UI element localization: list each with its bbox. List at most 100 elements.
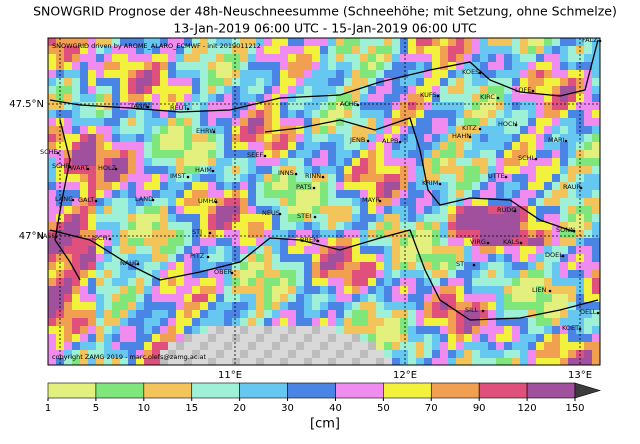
snow-cell <box>320 262 328 270</box>
snow-cell <box>120 230 128 238</box>
snow-cell <box>184 190 192 198</box>
snow-cell <box>552 270 560 278</box>
snow-cell <box>72 190 80 198</box>
snow-cell <box>328 334 336 342</box>
snow-cell <box>448 142 456 150</box>
snow-cell <box>112 230 120 238</box>
snow-cell <box>232 350 240 358</box>
snow-cell <box>368 166 376 174</box>
snow-cell <box>568 198 576 206</box>
snow-cell <box>416 38 424 46</box>
snow-cell <box>280 294 288 302</box>
snow-cell <box>448 310 456 318</box>
snow-cell <box>136 350 144 358</box>
snow-cell <box>464 134 472 142</box>
colorbar-tick-label: 50 <box>377 403 390 414</box>
station-dot <box>136 262 140 266</box>
snow-cell <box>80 54 88 62</box>
snow-cell <box>432 358 440 365</box>
snow-cell <box>96 350 104 358</box>
snow-cell <box>528 70 536 78</box>
snow-cell <box>416 238 424 246</box>
station-dot <box>438 182 442 186</box>
snow-cell <box>264 54 272 62</box>
snow-cell <box>120 78 128 86</box>
snow-cell <box>272 166 280 174</box>
snow-cell <box>560 254 568 262</box>
snow-cell <box>96 110 104 118</box>
snow-cell <box>488 70 496 78</box>
snow-cell <box>408 134 416 142</box>
snow-cell <box>128 318 136 326</box>
snow-cell <box>280 118 288 126</box>
snow-cell <box>568 118 576 126</box>
snow-cell <box>464 310 472 318</box>
snow-cell <box>320 102 328 110</box>
snow-cell <box>392 110 400 118</box>
snow-cell <box>440 158 448 166</box>
snow-cell <box>216 158 224 166</box>
snow-cell <box>528 102 536 110</box>
snow-cell <box>256 342 264 350</box>
snow-cell <box>176 190 184 198</box>
snow-cell <box>184 278 192 286</box>
snow-cell <box>184 182 192 190</box>
snow-cell <box>72 94 80 102</box>
snow-cell <box>472 126 480 134</box>
snow-cell <box>264 318 272 326</box>
snow-cell <box>136 110 144 118</box>
snow-cell <box>208 326 216 334</box>
snow-cell <box>288 246 296 254</box>
snow-cell <box>128 110 136 118</box>
snow-cell <box>488 254 496 262</box>
snow-cell <box>480 102 488 110</box>
snow-cell <box>336 126 344 134</box>
snow-cell <box>88 86 96 94</box>
snow-cell <box>160 334 168 342</box>
snow-cell <box>424 62 432 70</box>
snow-cell <box>144 142 152 150</box>
snow-cell <box>304 62 312 70</box>
snow-cell <box>344 230 352 238</box>
snow-cell <box>232 246 240 254</box>
snow-cell <box>448 270 456 278</box>
snow-cell <box>104 126 112 134</box>
snow-cell <box>72 206 80 214</box>
snow-cell <box>80 150 88 158</box>
snow-cell <box>528 62 536 70</box>
snow-cell <box>288 238 296 246</box>
snow-cell <box>408 222 416 230</box>
snow-cell <box>432 38 440 46</box>
snow-cell <box>584 214 592 222</box>
snow-cell <box>208 334 216 342</box>
snow-cell <box>320 190 328 198</box>
snow-cell <box>208 38 216 46</box>
snow-cell <box>200 230 208 238</box>
snow-cell <box>520 358 528 365</box>
snow-cell <box>328 158 336 166</box>
snow-cell <box>184 46 192 54</box>
snow-cell <box>528 86 536 94</box>
snow-cell <box>96 270 104 278</box>
colorbar-segment <box>383 382 432 399</box>
snow-cell <box>224 142 232 150</box>
snow-cell <box>360 118 368 126</box>
snow-cell <box>176 358 184 365</box>
snow-cell <box>520 294 528 302</box>
snow-cell <box>80 102 88 110</box>
station-dot <box>534 157 538 161</box>
snow-cell <box>304 302 312 310</box>
snow-cell <box>472 94 480 102</box>
snow-cell <box>80 78 88 86</box>
snow-cell <box>112 142 120 150</box>
snow-cell <box>96 190 104 198</box>
snow-cell <box>304 222 312 230</box>
snow-cell <box>184 166 192 174</box>
snow-cell <box>504 86 512 94</box>
snow-cell <box>592 262 600 270</box>
snow-cell <box>128 150 136 158</box>
snow-cell <box>352 238 360 246</box>
snow-cell <box>336 46 344 54</box>
snow-cell <box>592 318 600 326</box>
snow-cell <box>416 270 424 278</box>
